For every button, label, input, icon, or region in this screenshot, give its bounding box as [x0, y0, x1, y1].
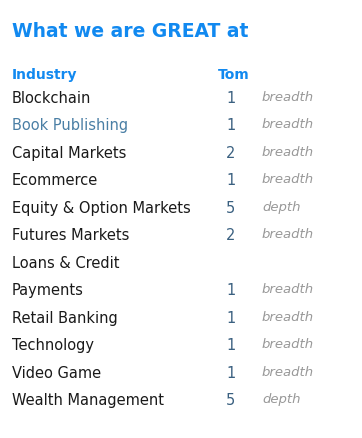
Text: depth: depth [262, 201, 300, 213]
Text: 1: 1 [226, 338, 235, 353]
Text: Wealth Management: Wealth Management [12, 392, 164, 408]
Text: Industry: Industry [12, 68, 77, 82]
Text: breadth: breadth [262, 283, 314, 296]
Text: breadth: breadth [262, 228, 314, 241]
Text: 1: 1 [226, 118, 235, 133]
Text: breadth: breadth [262, 118, 314, 131]
Text: 2: 2 [226, 146, 235, 161]
Text: Futures Markets: Futures Markets [12, 228, 129, 243]
Text: 5: 5 [226, 392, 235, 408]
Text: 1: 1 [226, 365, 235, 380]
Text: Loans & Credit: Loans & Credit [12, 255, 119, 270]
Text: Equity & Option Markets: Equity & Option Markets [12, 201, 191, 215]
Text: Payments: Payments [12, 283, 84, 298]
Text: breadth: breadth [262, 91, 314, 104]
Text: 1: 1 [226, 173, 235, 188]
Text: 1: 1 [226, 91, 235, 106]
Text: Book Publishing: Book Publishing [12, 118, 128, 133]
Text: What we are GREAT at: What we are GREAT at [12, 22, 248, 41]
Text: 1: 1 [226, 310, 235, 325]
Text: Ecommerce: Ecommerce [12, 173, 98, 188]
Text: Technology: Technology [12, 338, 94, 353]
Text: 1: 1 [226, 283, 235, 298]
Text: Retail Banking: Retail Banking [12, 310, 118, 325]
Text: Blockchain: Blockchain [12, 91, 91, 106]
Text: breadth: breadth [262, 338, 314, 351]
Text: breadth: breadth [262, 365, 314, 378]
Text: breadth: breadth [262, 310, 314, 323]
Text: Video Game: Video Game [12, 365, 101, 380]
Text: 2: 2 [226, 228, 235, 243]
Text: 5: 5 [226, 201, 235, 215]
Text: Tom: Tom [218, 68, 250, 82]
Text: depth: depth [262, 392, 300, 406]
Text: breadth: breadth [262, 146, 314, 159]
Text: breadth: breadth [262, 173, 314, 186]
Text: Capital Markets: Capital Markets [12, 146, 126, 161]
